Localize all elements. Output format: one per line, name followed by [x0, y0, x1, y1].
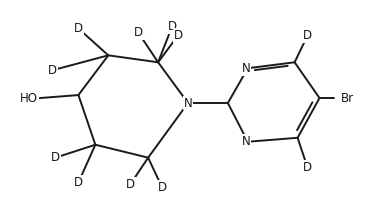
Text: D: D: [173, 29, 183, 42]
Text: D: D: [303, 29, 312, 42]
Text: D: D: [133, 26, 143, 39]
Text: D: D: [51, 151, 60, 164]
Text: D: D: [74, 176, 83, 189]
Text: N: N: [241, 135, 250, 148]
Text: HO: HO: [20, 92, 38, 105]
Text: Br: Br: [341, 92, 354, 105]
Text: N: N: [241, 62, 250, 75]
Text: D: D: [303, 161, 312, 174]
Text: D: D: [74, 22, 83, 35]
Text: D: D: [48, 64, 57, 77]
Text: D: D: [158, 181, 167, 194]
Text: D: D: [167, 20, 177, 33]
Text: N: N: [183, 97, 193, 109]
Text: D: D: [126, 178, 135, 191]
